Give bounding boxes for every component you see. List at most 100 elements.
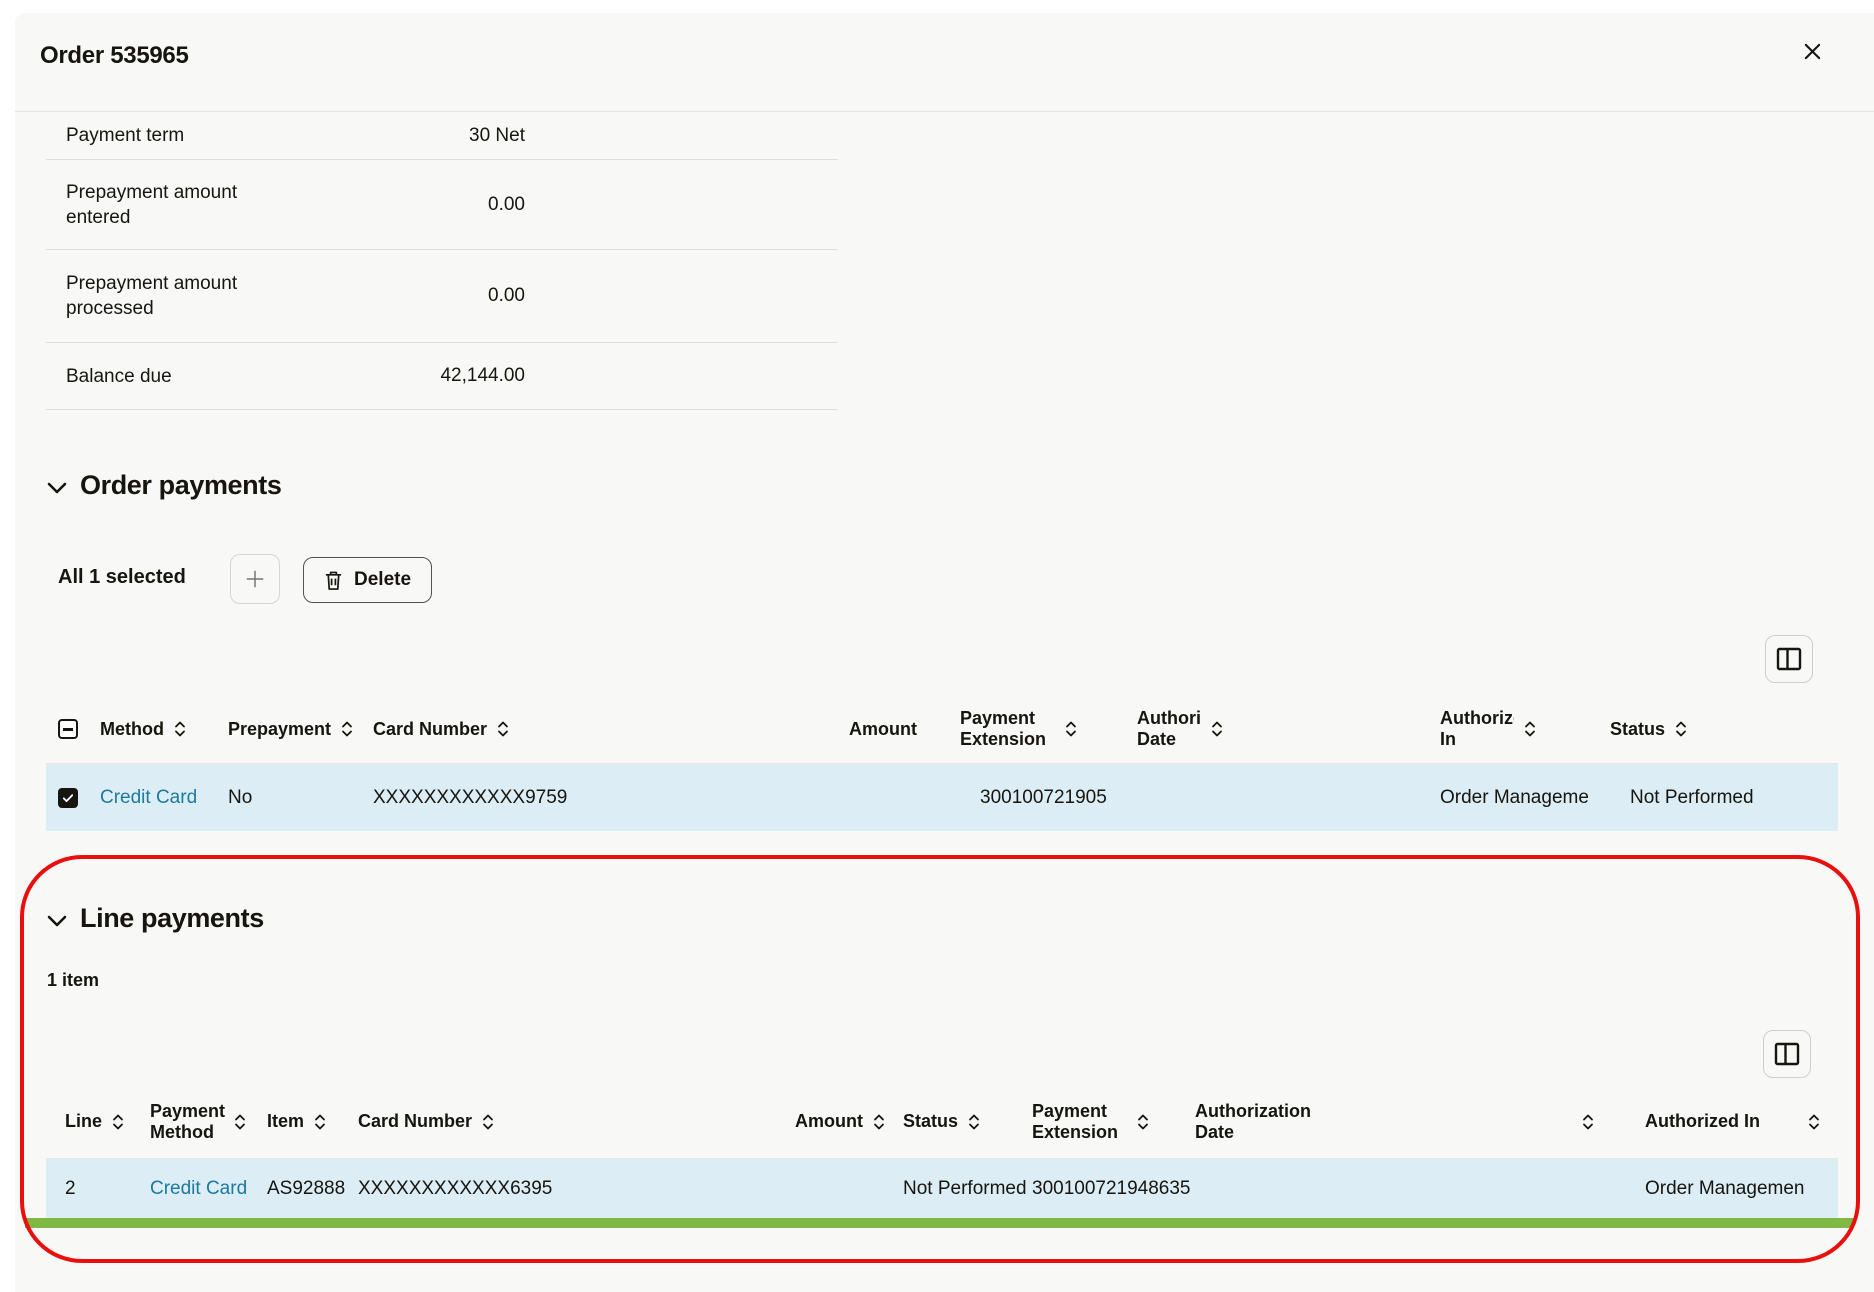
header-divider	[15, 111, 1874, 112]
sort-icon[interactable]	[873, 1113, 885, 1131]
cell-item: AS92888	[267, 1177, 346, 1199]
line-payments-heading: Line payments	[80, 903, 264, 933]
order-payments-heading: Order payments	[80, 470, 282, 500]
plus-icon	[244, 568, 266, 590]
cell-card-number: XXXXXXXXXXXX9759	[373, 786, 568, 808]
authorized-in-value: Order Management	[1645, 1177, 1805, 1199]
sort-icon[interactable]	[112, 1113, 124, 1131]
column-header-payment-method[interactable]: Payment Method	[150, 1101, 267, 1143]
checkmark-icon	[61, 791, 75, 805]
cell-method: Credit Card	[100, 787, 228, 809]
close-button[interactable]	[1793, 32, 1831, 70]
sort-icon[interactable]	[1524, 720, 1536, 738]
column-label: Line	[65, 1111, 103, 1131]
column-label: Authorization Date	[1137, 708, 1201, 749]
column-label: Prepayment	[228, 718, 332, 739]
page-title: Order 535965	[40, 42, 189, 69]
sort-icon[interactable]	[1808, 1113, 1820, 1131]
summary-label: Balance due	[66, 365, 172, 387]
sort-icon[interactable]	[968, 1113, 980, 1131]
column-header-amount[interactable]: Amount	[700, 719, 917, 740]
summary-label: Prepayment amount processed	[66, 273, 238, 319]
summary-label: Payment term	[66, 125, 185, 146]
column-label: Item	[267, 1111, 305, 1131]
line-payments-table-header: Line Payment Method Item Card Number Amo…	[46, 1085, 1838, 1158]
summary-row-prepayment-processed: Prepayment amount processed 0.00	[46, 250, 838, 343]
column-header-card-number[interactable]: Card Number	[358, 1111, 592, 1132]
sort-icon[interactable]	[1137, 1113, 1149, 1131]
column-label: Method	[100, 718, 164, 739]
column-label: Authorized In	[1440, 708, 1514, 749]
delete-button-label: Delete	[354, 569, 412, 590]
line-payments-collapse-toggle[interactable]	[44, 908, 70, 934]
close-icon	[1803, 42, 1822, 61]
line-payments-column-manager-button[interactable]	[1763, 1030, 1811, 1078]
column-header-payment-extension[interactable]: Payment Extension	[917, 708, 1135, 750]
row-select-cell	[46, 787, 100, 808]
line-payments-item-count: 1 item	[47, 970, 100, 990]
summary-value: 0.00	[488, 193, 525, 215]
column-label: Authorized In	[1645, 1111, 1760, 1131]
select-all-checkbox[interactable]	[58, 719, 78, 739]
cell-payment-method: Credit Card	[150, 1178, 267, 1200]
cell-payment-extension: 300100721948635	[1032, 1177, 1191, 1199]
column-header-payment-extension[interactable]: Payment Extension	[1028, 1101, 1192, 1143]
column-label: Status	[903, 1111, 959, 1131]
cell-status: Not Performed	[903, 1177, 1027, 1199]
order-payments-collapse-toggle[interactable]	[44, 475, 70, 501]
summary-label: Prepayment amount entered	[66, 181, 238, 228]
authorized-in-value: Order Management	[1440, 786, 1588, 808]
column-header-line[interactable]: Line	[46, 1111, 150, 1132]
sort-icon[interactable]	[174, 720, 186, 738]
order-payments-table: Method Prepayment Card Number Amount Pay…	[46, 695, 1838, 831]
add-payment-button[interactable]	[230, 554, 280, 604]
column-label: Card Number	[358, 1111, 473, 1131]
column-header-item[interactable]: Item	[267, 1111, 358, 1132]
column-label: Authorization Date	[1195, 1100, 1311, 1142]
column-header-authorization-date[interactable]: Authorization Date	[1192, 1101, 1642, 1143]
sort-icon[interactable]	[1065, 720, 1077, 738]
cell-authorized-in: Order Management	[1440, 787, 1610, 809]
cell-authorized-in: Order Management	[1642, 1178, 1838, 1200]
line-payments-table: Line Payment Method Item Card Number Amo…	[46, 1085, 1838, 1218]
column-header-authorized-in[interactable]: Authorized In	[1642, 1111, 1838, 1132]
column-header-card-number[interactable]: Card Number	[373, 719, 700, 740]
chevron-down-icon	[47, 915, 67, 927]
column-header-prepayment[interactable]: Prepayment	[228, 719, 373, 740]
sort-icon[interactable]	[314, 1113, 326, 1131]
sort-icon[interactable]	[1582, 1113, 1594, 1131]
column-header-authorization-date[interactable]: Authorization Date	[1135, 708, 1440, 750]
column-header-authorized-in[interactable]: Authorized In	[1440, 708, 1610, 750]
sort-icon[interactable]	[1211, 720, 1223, 738]
delete-button[interactable]: Delete	[303, 557, 433, 603]
summary-row-prepayment-entered: Prepayment amount entered 0.00	[46, 160, 838, 250]
line-payment-row[interactable]: 2 Credit Card AS92888 XXXXXXXXXXXX6395 N…	[46, 1158, 1838, 1218]
method-link[interactable]: Credit Card	[100, 786, 198, 808]
column-label: Status	[1610, 718, 1666, 739]
row-selected-checkbox[interactable]	[58, 787, 78, 808]
summary-row-payment-term: Payment term 30 Net	[46, 112, 838, 160]
order-payments-table-header: Method Prepayment Card Number Amount Pay…	[46, 695, 1838, 763]
sort-icon[interactable]	[1675, 720, 1687, 738]
selection-count-text: All 1 selected	[58, 566, 186, 588]
sort-icon[interactable]	[341, 720, 353, 738]
summary-value: 0.00	[488, 285, 525, 306]
sort-icon[interactable]	[497, 720, 509, 738]
payment-method-link[interactable]: Credit Card	[150, 1177, 248, 1199]
column-header-status[interactable]: Status	[885, 1111, 1028, 1132]
column-header-amount[interactable]: Amount	[592, 1111, 885, 1132]
summary-row-balance-due: Balance due 42,144.00	[46, 343, 838, 410]
column-label: Card Number	[373, 718, 488, 739]
order-payments-column-manager-button[interactable]	[1765, 635, 1813, 683]
sort-icon[interactable]	[482, 1113, 494, 1131]
sort-icon[interactable]	[234, 1113, 246, 1131]
cell-status: Not Performed	[1630, 786, 1754, 808]
cell-card-number: XXXXXXXXXXXX6395	[358, 1177, 553, 1199]
summary-value: 30 Net	[469, 124, 525, 146]
column-label: Payment Method	[150, 1100, 226, 1142]
column-header-method[interactable]: Method	[100, 719, 228, 740]
trash-icon	[324, 570, 343, 591]
summary-value: 42,144.00	[440, 365, 525, 386]
column-header-status[interactable]: Status	[1610, 719, 1838, 740]
order-payment-row[interactable]: Credit Card No XXXXXXXXXXXX9759 30010072…	[46, 763, 1838, 831]
